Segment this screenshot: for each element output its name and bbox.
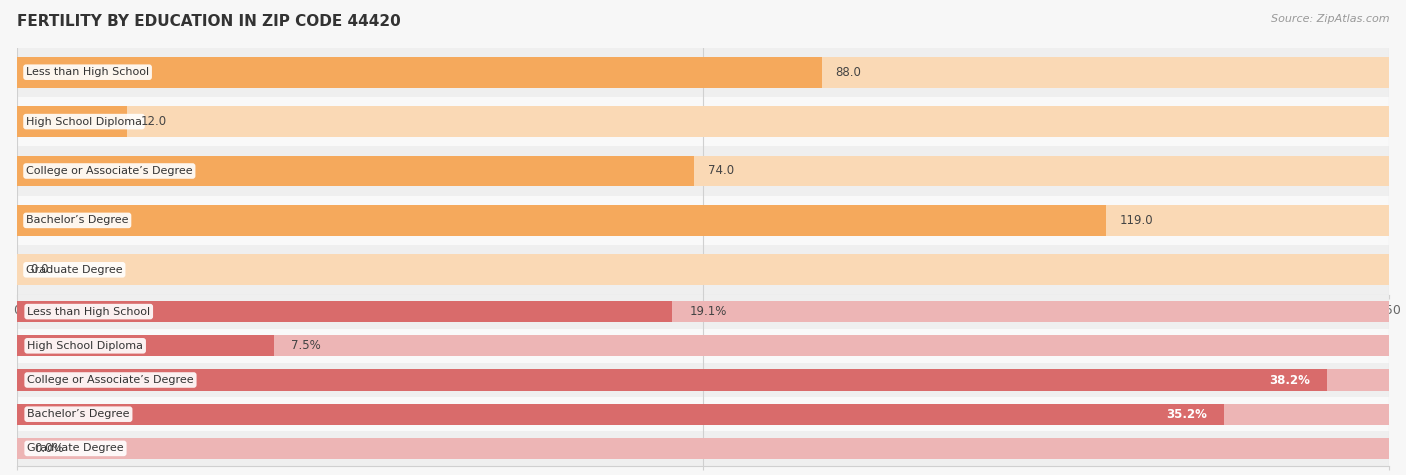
Bar — [17, 106, 1389, 137]
Bar — [17, 255, 1389, 285]
Bar — [17, 370, 1327, 390]
Text: Less than High School: Less than High School — [27, 306, 150, 317]
Text: High School Diploma: High School Diploma — [27, 341, 143, 351]
Text: 0.0: 0.0 — [31, 263, 49, 276]
Bar — [17, 48, 1389, 97]
Bar — [17, 335, 1389, 356]
Bar — [17, 301, 1389, 322]
Text: 38.2%: 38.2% — [1270, 373, 1310, 387]
Text: 12.0: 12.0 — [141, 115, 166, 128]
Text: Graduate Degree: Graduate Degree — [27, 265, 122, 275]
Text: 88.0: 88.0 — [835, 66, 862, 79]
Text: 7.5%: 7.5% — [291, 339, 321, 352]
Bar — [17, 156, 693, 186]
Bar — [17, 294, 1389, 329]
Text: 0.0%: 0.0% — [34, 442, 63, 455]
Bar — [17, 438, 1389, 459]
Bar — [17, 57, 823, 87]
Text: Bachelor’s Degree: Bachelor’s Degree — [27, 409, 129, 419]
Text: High School Diploma: High School Diploma — [27, 116, 142, 127]
Text: Source: ZipAtlas.com: Source: ZipAtlas.com — [1271, 14, 1389, 24]
Bar — [17, 196, 1389, 245]
Text: 74.0: 74.0 — [707, 164, 734, 178]
Bar — [17, 146, 1389, 196]
Bar — [17, 404, 1225, 425]
Text: FERTILITY BY EDUCATION IN ZIP CODE 44420: FERTILITY BY EDUCATION IN ZIP CODE 44420 — [17, 14, 401, 29]
Bar — [17, 363, 1389, 397]
Bar — [17, 205, 1105, 236]
Text: 35.2%: 35.2% — [1167, 408, 1208, 421]
Text: College or Associate’s Degree: College or Associate’s Degree — [27, 375, 194, 385]
Bar — [17, 156, 1389, 186]
Text: Bachelor’s Degree: Bachelor’s Degree — [27, 215, 128, 226]
Bar — [17, 57, 1389, 87]
Bar — [17, 329, 1389, 363]
Bar — [17, 335, 274, 356]
Bar — [17, 431, 1389, 466]
Text: College or Associate’s Degree: College or Associate’s Degree — [27, 166, 193, 176]
Bar — [17, 397, 1389, 431]
Bar — [17, 245, 1389, 294]
Text: Less than High School: Less than High School — [27, 67, 149, 77]
Bar — [17, 404, 1389, 425]
Text: 19.1%: 19.1% — [689, 305, 727, 318]
Bar — [17, 301, 672, 322]
Bar — [17, 370, 1389, 390]
Text: 119.0: 119.0 — [1119, 214, 1153, 227]
Bar — [17, 106, 127, 137]
Text: Graduate Degree: Graduate Degree — [27, 443, 124, 454]
Bar — [17, 205, 1389, 236]
Bar — [17, 97, 1389, 146]
